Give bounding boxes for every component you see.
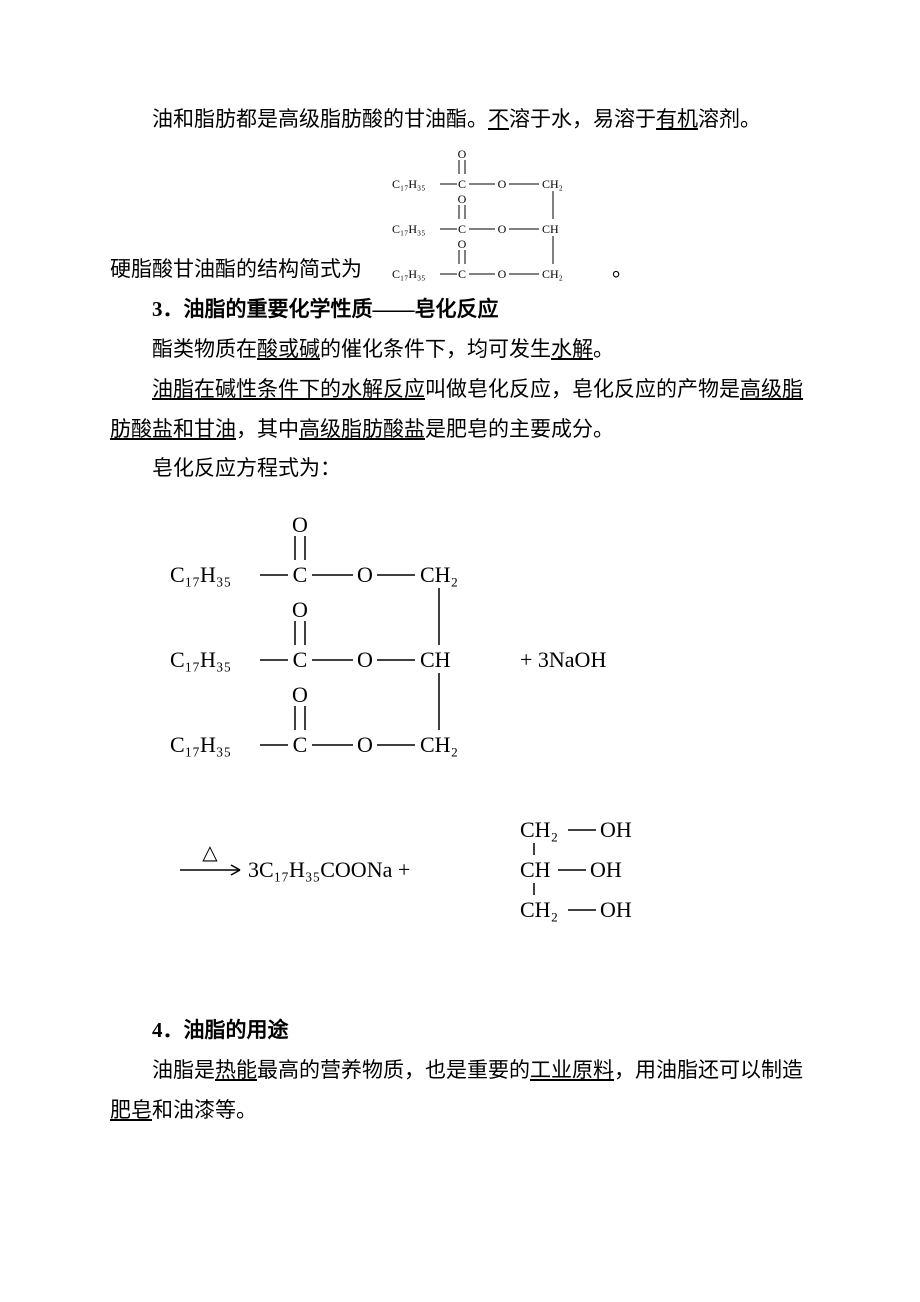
heading-3: 3．油脂的重要化学性质——皂化反应 [110,290,810,330]
text: 酯类物质在 [152,337,257,361]
text: ，用油脂还可以制造 [614,1058,803,1082]
svg-text:CH: CH [520,857,551,882]
text: 油脂是 [152,1058,215,1082]
svg-text:+ 3NaOH: + 3NaOH [520,647,606,672]
svg-text:C: C [293,647,308,672]
svg-text:C: C [458,177,466,191]
svg-text:O: O [292,512,308,537]
text: 溶剂。 [698,107,761,131]
svg-text:C₁₇H₃₅: C₁₇H₃₅ [170,732,231,757]
svg-text:O: O [458,237,467,251]
svg-text:CH: CH [542,222,559,236]
text: 。 [593,337,614,361]
underline-text: 油脂在碱性条件下的水解反应 [152,377,425,401]
svg-text:OH: OH [590,857,622,882]
structural-formula-small: C₁₇H₃₅COOCH₂C₁₇H₃₅COOCHC₁₇H₃₅COOCH₂ [362,140,612,290]
paragraph-6: 油脂是热能最高的营养物质，也是重要的工业原料，用油脂还可以制造肥皂和油漆等。 [110,1051,810,1131]
underline-text: 水解 [551,337,593,361]
underline-text: 有机 [656,107,698,131]
svg-text:C₁₇H₃₅: C₁₇H₃₅ [170,562,231,587]
text: ，其中 [236,417,299,441]
svg-text:CH₂: CH₂ [520,817,558,842]
svg-text:CH₂: CH₂ [420,562,458,587]
svg-text:C₁₇H₃₅: C₁₇H₃₅ [392,177,425,191]
svg-text:O: O [357,732,373,757]
svg-text:OH: OH [600,897,632,922]
formula-line: 硬脂酸甘油酯的结构简式为 C₁₇H₃₅COOCH₂C₁₇H₃₅COOCHC₁₇H… [110,140,810,290]
paragraph-1: 油和脂肪都是高级脂肪酸的甘油酯。不溶于水，易溶于有机溶剂。 [110,100,810,140]
svg-text:C: C [458,267,466,281]
underline-text: 工业原料 [530,1058,614,1082]
saponification-equation: C₁₇H₃₅COOCH₂C₁₇H₃₅COOCHC₁₇H₃₅COOCH₂+ 3Na… [170,507,810,1001]
document-page: 油和脂肪都是高级脂肪酸的甘油酯。不溶于水，易溶于有机溶剂。 硬脂酸甘油酯的结构简… [0,0,920,1211]
svg-text:O: O [292,682,308,707]
svg-text:CH₂: CH₂ [520,897,558,922]
paragraph-5: 皂化反应方程式为： [110,449,810,489]
paragraph-4: 油脂在碱性条件下的水解反应叫做皂化反应，皂化反应的产物是高级脂肪酸盐和甘油，其中… [110,370,810,450]
text: 最高的营养物质，也是重要的 [257,1058,530,1082]
svg-text:C: C [293,732,308,757]
svg-text:O: O [292,597,308,622]
svg-text:C: C [458,222,466,236]
svg-text:O: O [357,647,373,672]
svg-text:C₁₇H₃₅: C₁₇H₃₅ [392,267,425,281]
svg-text:OH: OH [600,817,632,842]
svg-text:C₁₇H₃₅: C₁₇H₃₅ [170,647,231,672]
svg-text:CH₂: CH₂ [420,732,458,757]
text: 叫做皂化反应，皂化反应的产物是 [425,377,740,401]
underline-text: 肥皂 [110,1098,152,1122]
svg-text:O: O [458,147,467,161]
svg-text:CH: CH [420,647,451,672]
text: 的催化条件下，均可发生 [320,337,551,361]
svg-text:△: △ [202,842,218,864]
svg-text:O: O [357,562,373,587]
underline-text: 不 [488,107,509,131]
svg-text:C₁₇H₃₅: C₁₇H₃₅ [392,222,425,236]
text: 和油漆等。 [152,1098,257,1122]
text: 溶于水，易溶于 [509,107,656,131]
paragraph-3: 酯类物质在酸或碱的催化条件下，均可发生水解。 [110,330,810,370]
svg-text:O: O [498,222,507,236]
svg-text:C: C [293,562,308,587]
heading-4: 4．油脂的用途 [110,1011,810,1051]
svg-text:O: O [498,267,507,281]
text: 是肥皂的主要成分。 [425,417,614,441]
underline-text: 高级脂肪酸盐 [299,417,425,441]
text: 油和脂肪都是高级脂肪酸的甘油酯。 [152,107,488,131]
svg-text:3C₁₇H₃₅COONa +: 3C₁₇H₃₅COONa + [248,857,410,882]
svg-text:O: O [458,192,467,206]
text: 。 [612,250,633,290]
text: 硬脂酸甘油酯的结构简式为 [110,250,362,290]
underline-text: 热能 [215,1058,257,1082]
svg-text:O: O [498,177,507,191]
svg-text:CH₂: CH₂ [542,267,563,281]
svg-text:CH₂: CH₂ [542,177,563,191]
underline-text: 酸或碱 [257,337,320,361]
